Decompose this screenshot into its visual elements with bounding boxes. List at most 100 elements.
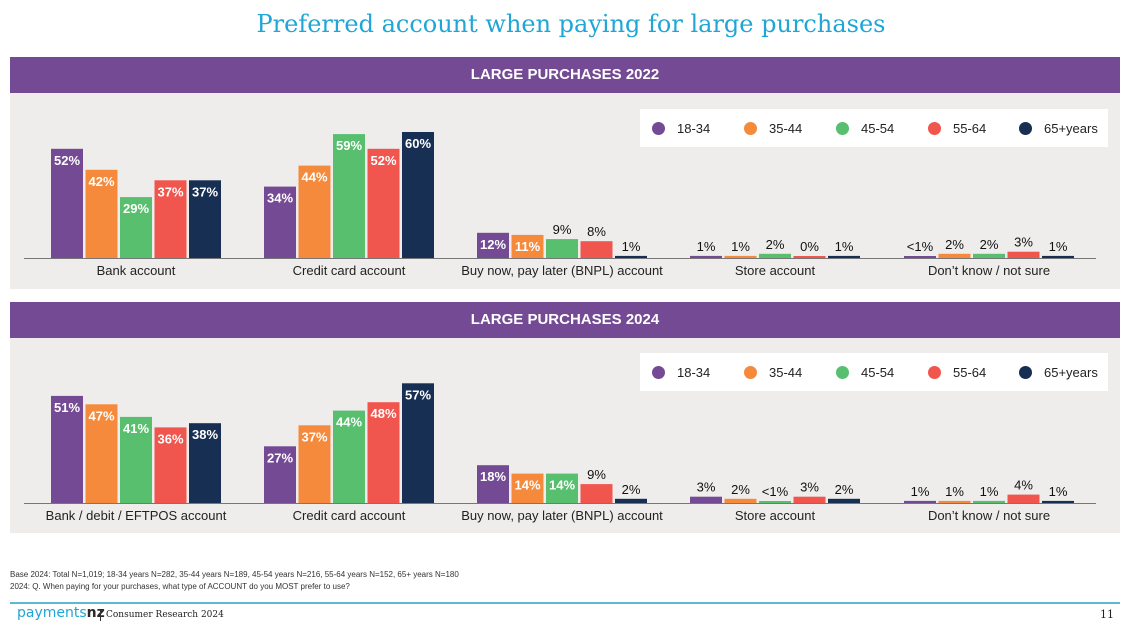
bar-45-54: [546, 473, 578, 503]
legend-dot-icon: [1019, 121, 1032, 135]
legend-2022: 18-34 35-44 45-54 55-64 65+years: [640, 109, 1108, 147]
data-label: 3%: [697, 480, 716, 495]
data-label: 2%: [731, 482, 750, 497]
chart-2022-banner: LARGE PURCHASES 2022: [10, 57, 1120, 93]
legend-dot-icon: [1019, 365, 1032, 379]
category-label: Don’t know / not sure: [928, 508, 1050, 523]
data-label: 14%: [549, 478, 575, 493]
data-label: 2%: [766, 237, 785, 252]
bar-55-64: [154, 180, 187, 258]
bar-55-64: [1007, 251, 1040, 258]
bar-35-44: [511, 234, 544, 258]
data-label: 57%: [405, 387, 431, 402]
bar-35-44: [938, 500, 971, 503]
bar-45-54: [973, 500, 1005, 503]
bar-45-54: [120, 197, 152, 258]
bar-18-34: [904, 256, 936, 258]
data-label: 18%: [480, 469, 506, 484]
bar-18-34: [264, 186, 296, 258]
legend-label: 35-44: [769, 364, 803, 380]
footer-separator: [100, 609, 101, 621]
legend-item: 18-34: [652, 353, 710, 391]
data-label: 37%: [192, 184, 218, 199]
bar-35-44: [85, 169, 118, 258]
data-label: 14%: [514, 478, 540, 493]
legend-label: 55-64: [953, 364, 987, 380]
legend-item: 35-44: [744, 109, 802, 147]
legend-item: 65+years: [1019, 109, 1098, 147]
bar-55-64: [793, 256, 826, 258]
page-number: 11: [1100, 608, 1114, 621]
data-label: 1%: [1049, 484, 1068, 499]
chart-2024-banner: LARGE PURCHASES 2024: [10, 302, 1120, 338]
category-label: Buy now, pay later (BNPL) account: [461, 263, 663, 278]
category-label: Bank / debit / EFTPOS account: [46, 508, 227, 523]
data-label: 42%: [88, 174, 114, 189]
legend-item: 18-34: [652, 109, 710, 147]
bar-45-54: [759, 501, 791, 503]
bar-35-44: [938, 253, 971, 258]
data-label: 1%: [835, 239, 854, 254]
bar-18-34: [51, 395, 83, 503]
legend-label: 45-54: [861, 120, 895, 136]
data-label: 1%: [697, 239, 716, 254]
category-label: Credit card account: [293, 508, 406, 523]
legend-item: 35-44: [744, 353, 802, 391]
bar-18-34: [477, 465, 509, 503]
legend-2024: 18-34 35-44 45-54 55-64 65+years: [640, 353, 1108, 391]
bar-65+years: [615, 498, 647, 503]
legend-dot-icon: [928, 121, 941, 135]
data-label: 9%: [587, 467, 606, 482]
data-label: 1%: [945, 484, 964, 499]
data-label: 1%: [980, 484, 999, 499]
data-label: 2%: [945, 237, 964, 252]
bar-18-34: [904, 500, 936, 503]
data-label: 3%: [800, 480, 819, 495]
legend-item: 45-54: [836, 353, 894, 391]
bar-65+years: [402, 383, 434, 503]
data-label: 9%: [553, 222, 572, 237]
category-label: Credit card account: [293, 263, 406, 278]
legend-label: 35-44: [769, 120, 803, 136]
legend-label: 18-34: [677, 120, 711, 136]
chart-2024-title: LARGE PURCHASES 2024: [470, 311, 660, 328]
footer-divider: [10, 602, 1120, 604]
bar-35-44: [511, 473, 544, 503]
base-note: Base 2024: Total N=1,019; 18-34 years N=…: [10, 570, 459, 579]
data-label: 1%: [731, 239, 750, 254]
data-label: 29%: [123, 201, 149, 216]
bar-65+years: [828, 498, 860, 503]
data-label: 2%: [622, 482, 641, 497]
bar-45-54: [973, 253, 1005, 258]
data-label: 51%: [54, 400, 80, 415]
category-label: Store account: [735, 508, 816, 523]
data-label: <1%: [907, 239, 934, 254]
legend-item: 55-64: [928, 353, 986, 391]
data-label: 44%: [301, 170, 327, 185]
bar-18-34: [477, 232, 509, 258]
legend-label: 65+years: [1044, 364, 1098, 380]
bar-45-54: [333, 134, 365, 258]
bar-35-44: [298, 425, 331, 503]
bar-55-64: [367, 402, 400, 503]
bar-35-44: [85, 404, 118, 503]
question-note: 2024: Q. When paying for your purchases,…: [10, 582, 350, 591]
legend-dot-icon: [652, 365, 665, 379]
report-name: Consumer Research 2024: [106, 610, 224, 620]
bar-35-44: [298, 165, 331, 258]
data-label: 47%: [88, 408, 114, 423]
data-label: 0%: [800, 239, 819, 254]
bar-35-44: [724, 498, 757, 503]
bar-65+years: [189, 180, 221, 258]
legend-item: 45-54: [836, 109, 894, 147]
data-label: 38%: [192, 427, 218, 442]
data-label: 12%: [480, 237, 506, 252]
bar-55-64: [154, 427, 187, 503]
bar-65+years: [189, 423, 221, 503]
category-label: Store account: [735, 263, 816, 278]
data-label: 37%: [157, 184, 183, 199]
bar-55-64: [367, 148, 400, 258]
data-label: 59%: [336, 138, 362, 153]
legend-dot-icon: [652, 121, 665, 135]
data-label: 8%: [587, 224, 606, 239]
